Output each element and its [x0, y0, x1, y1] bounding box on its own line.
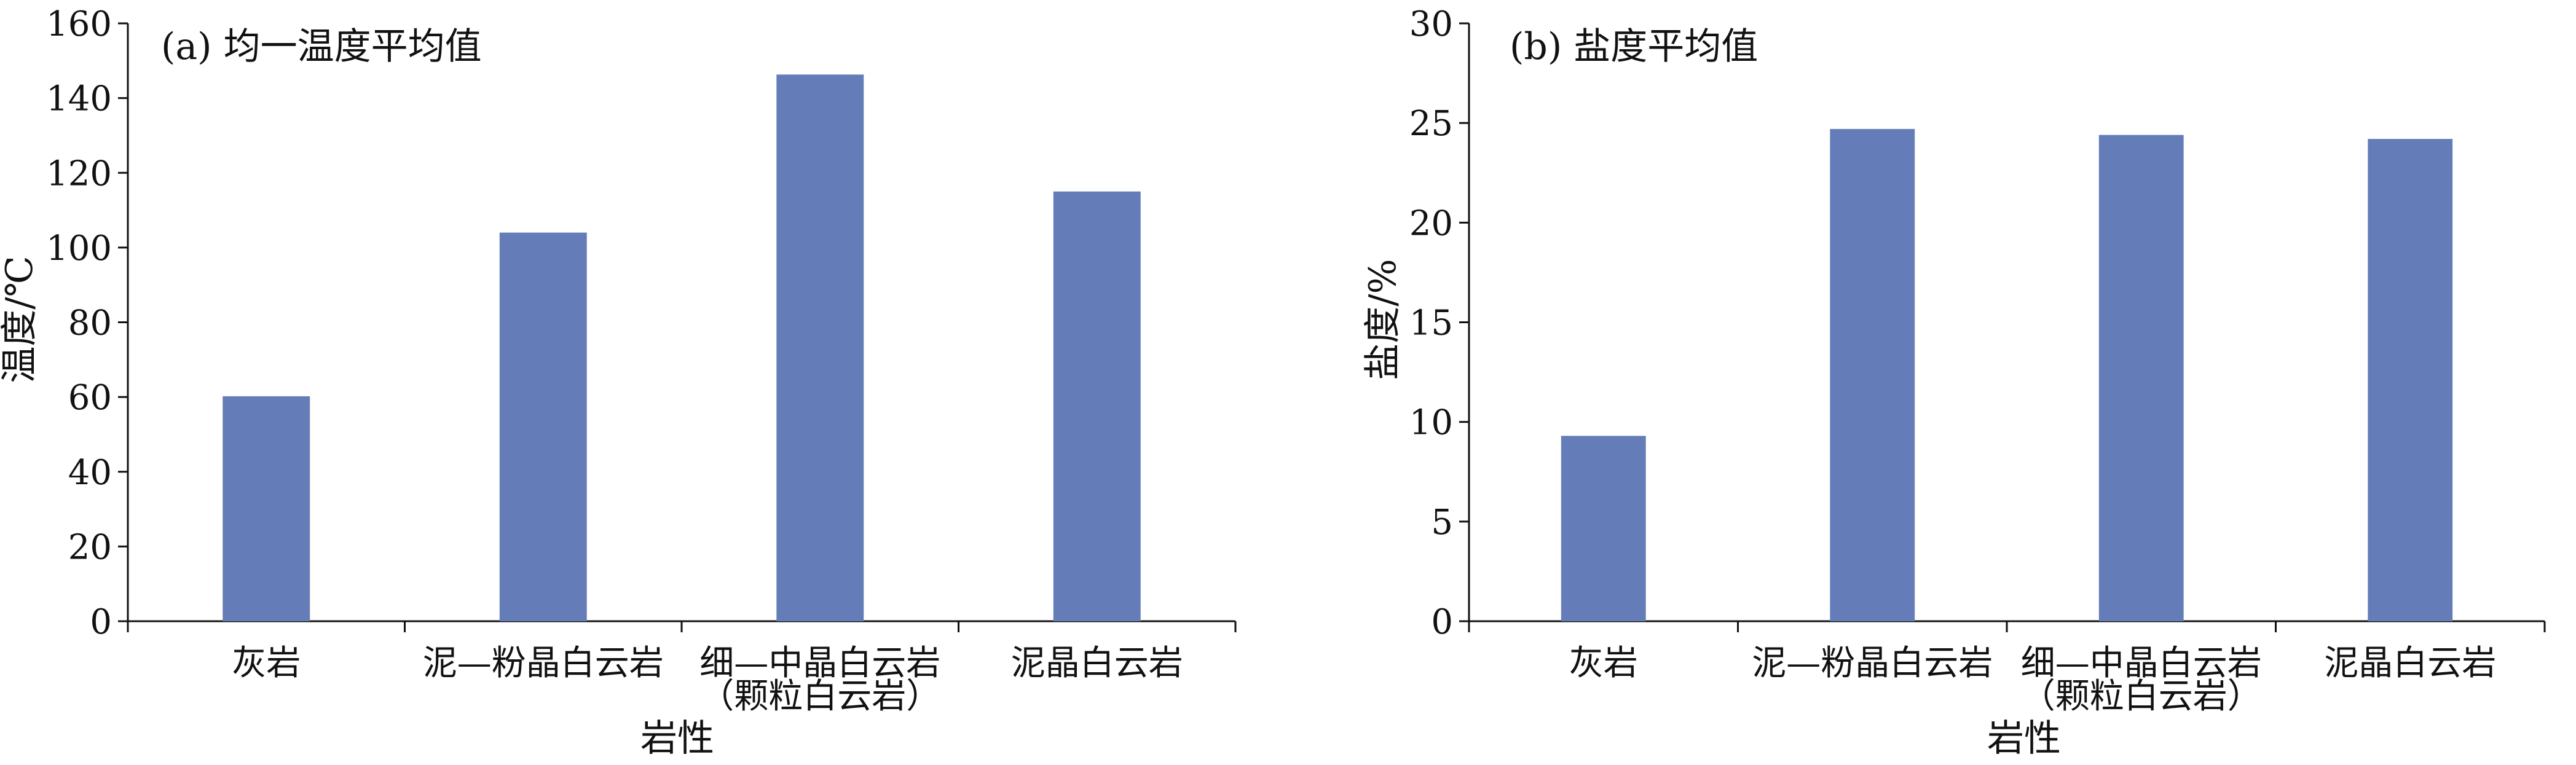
bar	[223, 396, 310, 621]
y-tick-label: 60	[68, 378, 112, 418]
x-tick-label: 灰岩	[1569, 643, 1638, 683]
panel-temperature: (a) 均一温度平均值 温度/℃ 岩性 0 20 40 60 80 100 120 140 16…	[0, 4, 1237, 760]
y-tick-label: 140	[46, 79, 112, 119]
y-tick-label: 160	[46, 4, 112, 44]
bar	[1830, 128, 1915, 621]
x-tick-label: 泥晶白云岩	[2324, 643, 2496, 683]
y-tick-label: 80	[68, 304, 112, 343]
y-tick-label: 120	[46, 154, 112, 194]
panel-salinity: (b) 盐度平均值 盐度/% 岩性 0 5 10 15 20 25 30 灰岩 泥—粉晶白云岩细…	[1361, 4, 2546, 760]
x-tick-label: 细—中晶白云岩	[699, 643, 940, 683]
y-tick-label: 40	[68, 453, 112, 493]
y-tick-label: 30	[1409, 4, 1453, 44]
y-tick-label: 0	[1431, 602, 1453, 642]
y-axis-label: 温度/℃	[0, 256, 41, 383]
y-tick-label: 25	[1409, 104, 1453, 144]
x-axis-label: 岩性	[640, 717, 714, 760]
y-tick-label: 20	[1409, 203, 1453, 243]
bar	[2098, 135, 2184, 622]
y-tick-label: 5	[1431, 503, 1453, 543]
bar	[2368, 139, 2453, 621]
chart-title: (b) 盐度平均值	[1510, 25, 1758, 68]
y-tick-label: 20	[68, 527, 112, 567]
bar	[776, 74, 864, 622]
bar	[1053, 191, 1141, 621]
x-tick-label: （颗粒白云岩）	[2021, 677, 2262, 716]
x-tick-label: 灰岩	[232, 643, 301, 683]
x-axis-label: 岩性	[1987, 717, 2061, 760]
x-tick-label: 泥—粉晶白云岩	[423, 643, 664, 683]
x-tick-label: 泥—粉晶白云岩	[1752, 643, 1993, 683]
bar	[1561, 436, 1646, 621]
x-tick-label: （颗粒白云岩）	[699, 677, 940, 716]
y-tick-label: 10	[1409, 403, 1453, 443]
y-tick-label: 0	[90, 602, 112, 642]
x-tick-label: 泥晶白云岩	[1011, 643, 1183, 683]
x-tick-label: 细—中晶白云岩	[2021, 643, 2262, 683]
chart-title: (a) 均一温度平均值	[161, 25, 482, 68]
y-axis-label: 盐度/%	[1361, 259, 1404, 380]
bar	[499, 232, 587, 621]
y-tick-label: 100	[46, 229, 112, 269]
y-tick-label: 15	[1409, 304, 1453, 343]
